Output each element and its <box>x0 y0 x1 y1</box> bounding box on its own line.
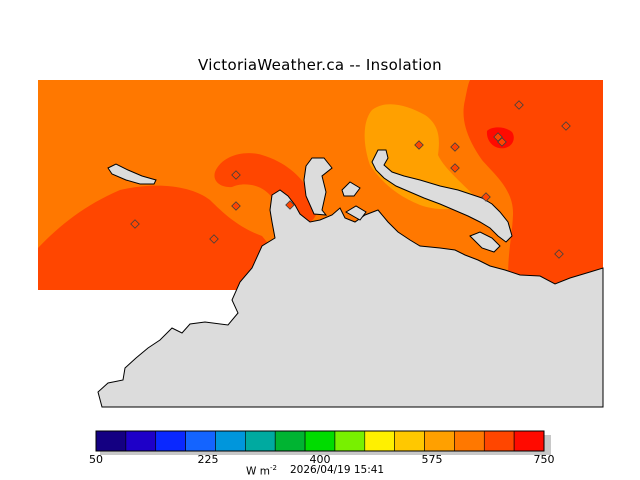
colorbar-swatch <box>513 430 545 452</box>
station-marker <box>209 234 219 244</box>
station-marker <box>514 100 524 110</box>
colorbar-swatch <box>185 430 216 452</box>
station-marker <box>231 201 241 211</box>
island-northwest <box>107 163 157 185</box>
station-marker <box>285 200 295 210</box>
colorbar-swatch <box>304 430 336 452</box>
colorbar-swatch <box>454 430 485 452</box>
station-marker <box>414 140 424 150</box>
colorbar-swatch <box>245 430 276 452</box>
colorbar-swatch <box>125 430 157 452</box>
landmass-island-2 <box>345 205 367 221</box>
station-marker <box>481 192 491 202</box>
colorbar-swatch <box>424 430 455 452</box>
station-marker <box>450 142 460 152</box>
colorbar-swatch <box>95 430 127 452</box>
timestamp: 2026/04/19 15:41 <box>290 464 385 476</box>
land-mask <box>97 149 604 408</box>
colorbar-tick-label: 225 <box>197 453 219 466</box>
landmass-inlet-shore <box>371 149 513 243</box>
colorbar-swatch <box>215 430 246 452</box>
units-label: W m-2 <box>246 464 277 478</box>
landmass-peninsula <box>303 157 333 216</box>
page-title: VictoriaWeather.ca -- Insolation <box>198 56 442 74</box>
landmass-island-1 <box>341 181 361 197</box>
colorbar-tick-label: 400 <box>309 453 331 466</box>
colorbar-swatch <box>334 430 366 452</box>
colorbar <box>95 430 551 455</box>
landmass-gulf-islands <box>469 231 501 253</box>
colorbar-tick-label: 575 <box>421 453 443 466</box>
station-marker <box>231 170 241 180</box>
landmass-mainland <box>97 189 604 408</box>
station-markers <box>130 100 571 259</box>
colorbar-outline <box>95 430 545 452</box>
station-marker <box>450 163 460 173</box>
station-marker <box>554 249 564 259</box>
contour-band-675-725-west <box>38 185 275 290</box>
colorbar-swatch <box>155 430 186 452</box>
colorbar-tick-label: 750 <box>533 453 555 466</box>
colorbar-swatch <box>483 430 515 452</box>
station-marker <box>130 219 140 229</box>
station-marker <box>561 121 571 131</box>
colorbar-swatch <box>394 430 425 452</box>
colorbar-swatch <box>274 430 306 452</box>
station-marker <box>497 137 507 147</box>
colorbar-tick-label: 50 <box>89 453 103 466</box>
colorbar-swatch <box>364 430 395 452</box>
